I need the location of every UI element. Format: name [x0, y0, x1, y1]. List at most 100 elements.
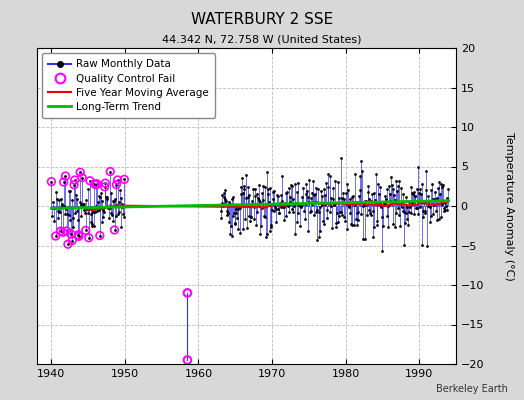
Point — [387, 182, 396, 188]
Point — [299, 185, 308, 191]
Point — [323, 206, 331, 213]
Point — [47, 178, 56, 185]
Point — [232, 206, 241, 212]
Point — [265, 199, 273, 205]
Point — [369, 234, 377, 240]
Point — [412, 204, 420, 211]
Point — [220, 194, 228, 200]
Point — [264, 191, 272, 197]
Point — [314, 209, 323, 216]
Point — [425, 198, 433, 204]
Point — [244, 184, 253, 190]
Point — [442, 195, 451, 202]
Point — [225, 231, 234, 237]
Point — [418, 181, 426, 188]
Point — [73, 216, 82, 223]
Point — [301, 200, 309, 207]
Point — [431, 189, 439, 196]
Point — [294, 210, 302, 216]
Point — [400, 209, 409, 215]
Point — [332, 220, 340, 226]
Point — [109, 198, 117, 204]
Point — [232, 210, 240, 216]
Point — [362, 202, 370, 209]
Point — [408, 200, 416, 206]
Point — [62, 206, 70, 212]
Point — [416, 204, 424, 210]
Point — [94, 199, 102, 206]
Point — [304, 177, 313, 184]
Point — [258, 205, 266, 212]
Point — [228, 196, 236, 202]
Point — [48, 212, 56, 219]
Point — [112, 181, 121, 188]
Point — [398, 208, 407, 214]
Point — [341, 190, 350, 196]
Point — [408, 190, 417, 196]
Point — [62, 228, 71, 234]
Point — [66, 216, 74, 223]
Point — [419, 208, 427, 214]
Point — [75, 233, 83, 240]
Point — [317, 188, 325, 194]
Point — [101, 184, 109, 190]
Point — [97, 198, 106, 204]
Point — [330, 202, 338, 208]
Point — [113, 202, 121, 208]
Point — [90, 181, 99, 187]
Point — [106, 168, 114, 175]
Point — [218, 200, 226, 206]
Point — [393, 188, 401, 194]
Point — [343, 225, 351, 232]
Point — [372, 199, 380, 206]
Point — [331, 178, 340, 184]
Point — [365, 207, 373, 213]
Point — [386, 198, 394, 204]
Point — [388, 200, 396, 206]
Point — [389, 221, 398, 228]
Point — [316, 204, 325, 210]
Point — [396, 223, 405, 229]
Point — [96, 194, 105, 200]
Point — [406, 210, 414, 216]
Point — [375, 199, 383, 206]
Point — [250, 203, 258, 210]
Point — [296, 203, 304, 209]
Point — [295, 202, 303, 208]
Point — [92, 182, 100, 188]
Point — [102, 194, 110, 200]
Point — [93, 180, 101, 187]
Point — [248, 198, 256, 205]
Point — [260, 213, 268, 219]
Point — [417, 191, 425, 198]
Point — [440, 204, 448, 211]
Point — [380, 192, 389, 199]
Point — [266, 185, 275, 191]
Point — [419, 214, 428, 220]
Point — [220, 190, 228, 196]
Point — [333, 210, 341, 216]
Point — [328, 225, 336, 231]
Point — [440, 208, 449, 214]
Point — [274, 193, 282, 200]
Point — [113, 177, 122, 183]
Point — [94, 193, 103, 199]
Point — [95, 232, 104, 239]
Point — [410, 189, 418, 196]
Point — [405, 209, 413, 216]
Point — [83, 186, 92, 192]
Point — [347, 221, 355, 227]
Point — [339, 190, 347, 196]
Point — [413, 164, 422, 170]
Point — [272, 192, 281, 198]
Point — [420, 200, 428, 206]
Point — [270, 208, 279, 214]
Point — [69, 224, 78, 230]
Point — [297, 203, 305, 210]
Point — [95, 232, 104, 239]
Point — [315, 228, 324, 234]
Point — [368, 191, 376, 197]
Point — [300, 208, 308, 214]
Point — [101, 180, 110, 186]
Point — [334, 178, 342, 185]
